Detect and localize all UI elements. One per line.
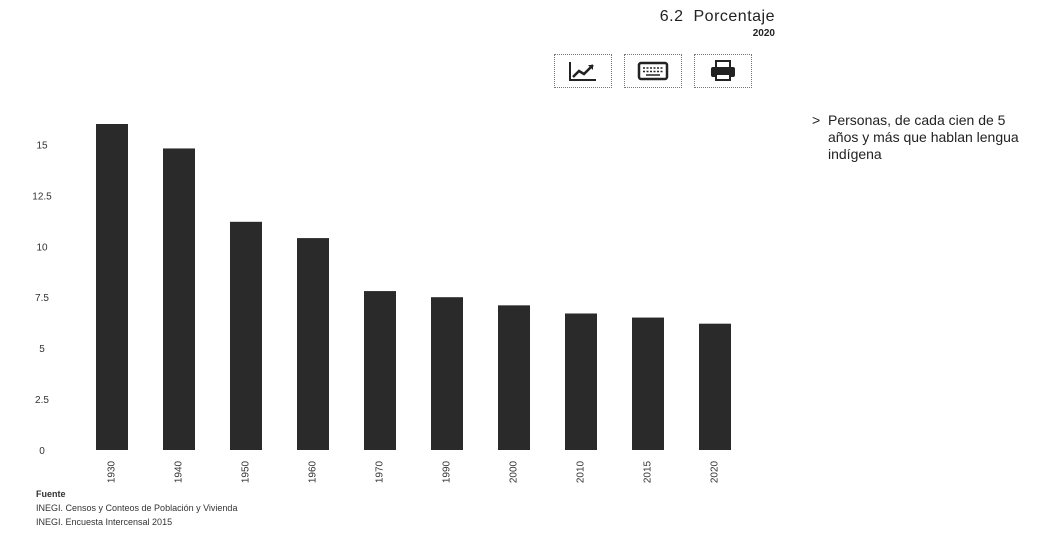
table-button[interactable]	[624, 54, 682, 88]
legend-marker: >	[812, 112, 821, 128]
source-line: INEGI. Encuesta Intercensal 2015	[36, 517, 173, 527]
y-tick-label: 15	[36, 140, 48, 151]
bar-2020[interactable]	[699, 323, 731, 450]
source-line: INEGI. Censos y Conteos de Población y V…	[36, 503, 238, 513]
x-tick-label: 1950	[241, 460, 252, 483]
y-tick-label: 5	[39, 344, 45, 355]
y-tick-label: 0	[39, 446, 45, 457]
x-tick-label: 1940	[174, 460, 185, 483]
bar-chart: 0 2.5 5 7.5 10 12.5 15 1930 1940 1950 1960 1970 1990…	[32, 124, 731, 483]
printer-icon	[711, 60, 735, 81]
bar-1990[interactable]	[431, 297, 463, 450]
x-tick-label: 2015	[643, 460, 654, 483]
indicator-year: 2020	[752, 28, 775, 39]
x-tick-label: 2020	[710, 460, 721, 483]
toolbar	[554, 54, 752, 90]
x-tick-label: 2010	[576, 460, 587, 483]
print-button[interactable]	[694, 54, 752, 88]
legend: > Personas, de cada cien de 5 años y más…	[812, 112, 1037, 163]
indicator-value-line: 6.2 Porcentaje	[650, 8, 775, 26]
indicator-unit: Porcentaje	[693, 8, 775, 25]
bar-1950[interactable]	[230, 221, 262, 450]
x-tick-label: 1970	[375, 460, 386, 483]
chart-button[interactable]	[554, 54, 612, 88]
bar-1960[interactable]	[297, 238, 329, 450]
bar-1930[interactable]	[96, 124, 128, 450]
x-tick-label: 1990	[442, 460, 453, 483]
y-tick-label: 7.5	[35, 293, 49, 304]
source-block: Fuente INEGI. Censos y Conteos de Poblac…	[36, 487, 237, 529]
y-tick-label: 10	[36, 242, 48, 253]
bar-2015[interactable]	[632, 317, 664, 450]
bar-1970[interactable]	[364, 291, 396, 450]
y-tick-label: 12.5	[32, 191, 52, 202]
x-tick-label: 2000	[509, 460, 520, 483]
source-title: Fuente	[36, 489, 66, 499]
y-tick-label: 2.5	[35, 395, 49, 406]
keyboard-icon	[637, 61, 669, 81]
bar-2010[interactable]	[565, 313, 597, 450]
x-tick-label: 1960	[308, 460, 319, 483]
bar-1940[interactable]	[163, 148, 195, 450]
legend-text: Personas, de cada cien de 5 años y más q…	[828, 112, 1019, 162]
indicator-value: 6.2	[659, 8, 684, 25]
bar-2000[interactable]	[498, 305, 530, 450]
indicator-header: 6.2 Porcentaje 2020	[650, 8, 775, 39]
x-tick-label: 1930	[107, 460, 118, 483]
line-chart-icon	[569, 62, 596, 81]
